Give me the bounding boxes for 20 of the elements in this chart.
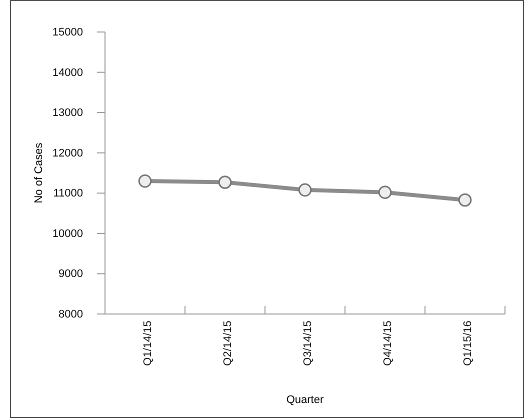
point bbox=[218, 176, 232, 189]
y-tick-label: 13000 bbox=[52, 107, 83, 120]
y-tick-label: 12000 bbox=[52, 147, 83, 160]
y-tick-label: 14000 bbox=[52, 66, 83, 79]
point bbox=[298, 183, 312, 197]
y-tick-label: 11000 bbox=[53, 188, 83, 200]
x-tick-label: Q2/14/15 bbox=[222, 320, 234, 366]
point bbox=[458, 193, 472, 207]
y-tick-label: 9000 bbox=[58, 268, 83, 280]
y-tick-label: 8000 bbox=[58, 308, 83, 321]
y-axis-title: No of Cases bbox=[33, 142, 45, 204]
x-tick-label: Q4/14/15 bbox=[382, 320, 394, 366]
x-tick-label: Q3/14/15 bbox=[302, 320, 314, 366]
y-tick-label: 10000 bbox=[52, 228, 83, 240]
y-tick-label: 15000 bbox=[52, 26, 83, 39]
x-tick-label: Q1/14/15 bbox=[142, 320, 154, 366]
x-tick-label: Q1/15/16 bbox=[462, 320, 474, 366]
x-axis-title: Quarter bbox=[286, 394, 324, 406]
point bbox=[138, 174, 152, 188]
point bbox=[378, 186, 392, 199]
